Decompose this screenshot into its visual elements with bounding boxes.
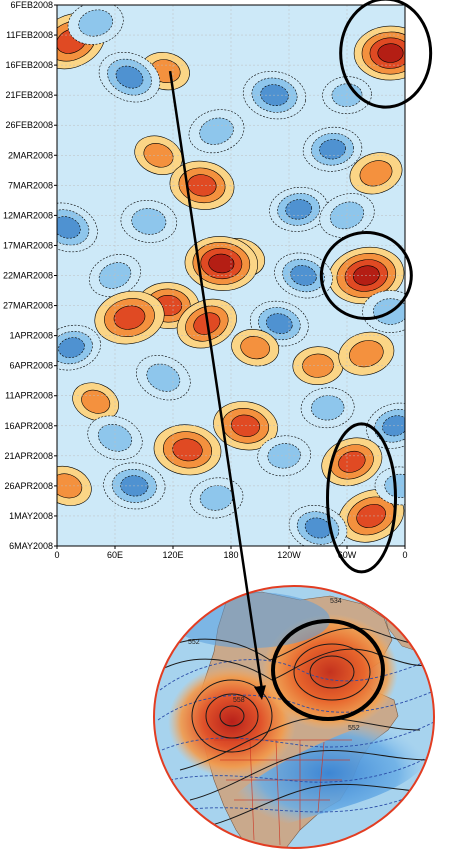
y-tick-label: 27MAR2008	[3, 301, 53, 311]
anomaly-field	[57, 5, 405, 546]
map-disc-rim	[153, 585, 435, 849]
contour-label: 552	[188, 639, 200, 646]
state-boundaries	[214, 739, 352, 846]
hovmoller-chart: 6FEB2008 11FEB2008 16FEB2008 21FEB2008 26FEB…	[3, 0, 433, 574]
contour-level	[319, 139, 346, 160]
contour-level	[356, 503, 386, 528]
x-tick-label: 60W	[338, 550, 357, 560]
contour-level	[113, 305, 146, 330]
highlight-circles	[319, 0, 433, 574]
contour-level	[338, 450, 366, 473]
y-tick-label: 16FEB2008	[5, 60, 53, 70]
positive-anomaly	[72, 382, 120, 421]
y-tick-label: 6APR2008	[9, 361, 53, 371]
contour-label: 534	[330, 598, 342, 605]
y-tick-label: 22MAR2008	[3, 271, 53, 281]
y-tick-label: 16APR2008	[4, 421, 53, 431]
contour-level	[78, 9, 113, 37]
contour-level	[57, 216, 81, 239]
negative-anomaly	[120, 200, 178, 243]
contour-level	[377, 43, 404, 63]
x-tick-label: 0	[54, 550, 59, 560]
negative-anomaly	[374, 466, 405, 506]
contour-level	[285, 199, 313, 220]
contour-level	[290, 265, 317, 286]
contour-level	[382, 415, 405, 437]
x-tick-label: 120W	[277, 550, 301, 560]
y-tick-label: 6FEB2008	[10, 0, 53, 10]
negative-anomaly	[300, 387, 355, 429]
y-axis: 6FEB2008 11FEB2008 16FEB2008 21FEB2008 26FEB…	[3, 0, 57, 551]
positive-anomaly	[349, 152, 403, 195]
positive-anomaly	[338, 331, 395, 376]
y-tick-label: 6MAY2008	[9, 541, 53, 551]
negative-anomaly	[98, 51, 161, 103]
contour-level	[266, 313, 293, 334]
negative-anomaly	[57, 324, 101, 371]
contour-level	[131, 208, 167, 235]
y-tick-label: 7MAR2008	[8, 180, 53, 190]
x-tick-label: 0	[402, 550, 407, 560]
y-tick-label: 2MAR2008	[8, 150, 53, 160]
contour-level	[384, 473, 405, 498]
x-tick-label: 180	[223, 550, 238, 560]
contour-label: 558	[233, 697, 245, 704]
contour-level	[115, 65, 144, 89]
contour-level	[349, 340, 384, 368]
contour-label: 552	[348, 725, 360, 732]
y-tick-label: 1APR2008	[9, 331, 53, 341]
negative-anomaly	[257, 435, 312, 477]
trough-anomaly	[229, 717, 428, 830]
positive-anomaly	[338, 489, 405, 543]
negative-anomaly	[67, 5, 124, 45]
contour-level	[267, 443, 301, 469]
contour-level	[58, 337, 85, 358]
highlight-circle	[339, 0, 433, 109]
negative-anomaly	[302, 126, 363, 172]
y-tick-label: 21FEB2008	[5, 90, 53, 100]
highlight-circle	[319, 231, 413, 320]
y-tick-label: 26FEB2008	[5, 120, 53, 130]
weather-map: 534 552 558 552	[153, 585, 435, 849]
y-tick-label: 21APR2008	[4, 451, 53, 461]
y-tick-label: 11APR2008	[5, 391, 53, 401]
y-tick-label: 26APR2008	[4, 481, 53, 491]
x-tick-label: 60E	[107, 550, 123, 560]
y-tick-label: 1MAY2008	[9, 511, 53, 521]
negative-anomaly	[269, 186, 329, 232]
east-ridge-anomaly	[262, 614, 398, 730]
y-tick-label: 17MAR2008	[3, 240, 53, 250]
contour-level	[359, 160, 393, 187]
y-tick-label: 12MAR2008	[3, 210, 53, 220]
map-highlight-circle-east	[271, 619, 385, 721]
positive-anomaly	[94, 290, 165, 345]
highlight-circle	[326, 422, 397, 574]
x-tick-label: 120E	[162, 550, 183, 560]
x-axis: 0 60E 120E 180 120W 60W 0	[54, 546, 408, 560]
y-tick-label: 11FEB2008	[6, 30, 53, 40]
